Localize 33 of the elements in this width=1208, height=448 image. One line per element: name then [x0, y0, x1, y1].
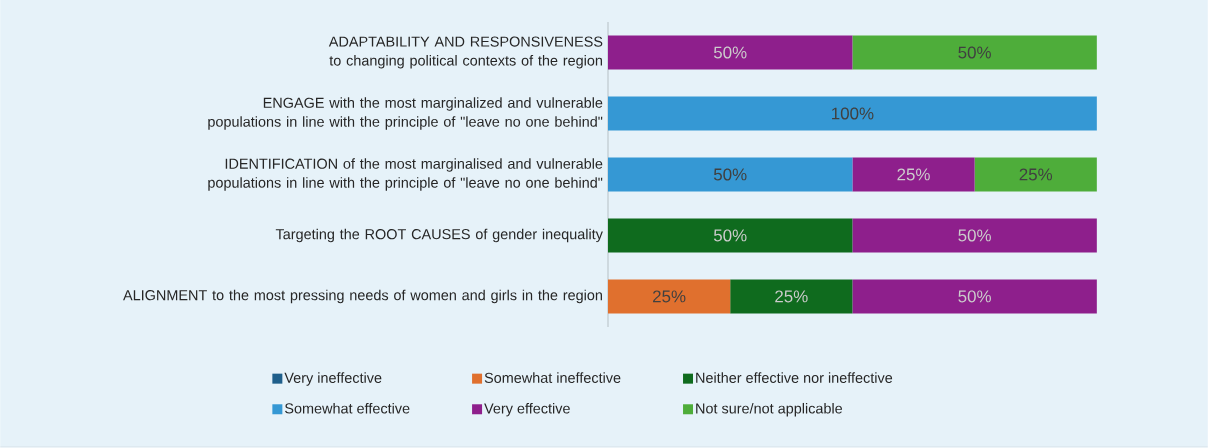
bar [608, 35, 853, 70]
bar [852, 157, 975, 192]
bar [608, 157, 853, 192]
bar [608, 218, 853, 253]
data-label: 50% [713, 168, 747, 181]
data-label: 25% [897, 168, 930, 181]
legend-label: Somewhat ineffective [484, 372, 621, 384]
legend-label: Very effective [484, 403, 570, 417]
bar [852, 279, 1097, 314]
bar [730, 279, 853, 314]
data-label: 50% [713, 46, 747, 59]
data-label: 50% [958, 290, 991, 303]
legend-label: Neither effective nor ineffective [696, 372, 893, 384]
data-label: 50% [958, 46, 991, 59]
y-tick-label: ALIGNMENT to the most pressing needs of women and girls in the region [123, 289, 602, 304]
bar [852, 35, 1097, 70]
legend-label: Not sure/not applicable [696, 403, 843, 417]
y-tick-label: Targeting the ROOT CAUSES of gender inequality [275, 228, 603, 243]
data-label: 25% [775, 290, 808, 303]
bar [852, 218, 1097, 253]
bar [608, 279, 731, 314]
legend-label: Very ineffective [284, 372, 382, 386]
data-label: 100% [832, 107, 874, 120]
bar [608, 96, 1097, 131]
legend-label: Somewhat effective [285, 403, 410, 414]
data-label: 25% [1019, 168, 1053, 181]
y-tick-label: ENGAGE with the most marginalized and vulnerable populations in line with the principle of "leave no one behind" [208, 97, 603, 130]
y-tick-label: IDENTIFICATION of the most marginalised and vulnerable populations in line with the principle of "leave no one behind" [208, 158, 603, 191]
y-tick-label: ADAPTABILITY AND RESPONSIVENESS to changing political contexts of the region [328, 36, 603, 69]
data-label: 50% [713, 229, 747, 242]
data-label: 25% [653, 290, 686, 303]
data-label: 50% [958, 229, 991, 242]
bar [974, 157, 1097, 192]
